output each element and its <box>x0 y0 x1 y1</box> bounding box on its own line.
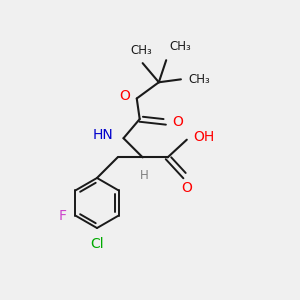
Text: CH₃: CH₃ <box>188 73 210 86</box>
Text: O: O <box>172 115 183 129</box>
Text: H: H <box>140 169 148 182</box>
Text: HN: HN <box>92 128 113 142</box>
Text: Cl: Cl <box>90 237 104 251</box>
Text: OH: OH <box>193 130 214 144</box>
Text: CH₃: CH₃ <box>130 44 152 57</box>
Text: CH₃: CH₃ <box>169 40 191 53</box>
Text: O: O <box>119 89 130 103</box>
Text: F: F <box>59 208 67 223</box>
Text: O: O <box>182 181 192 195</box>
